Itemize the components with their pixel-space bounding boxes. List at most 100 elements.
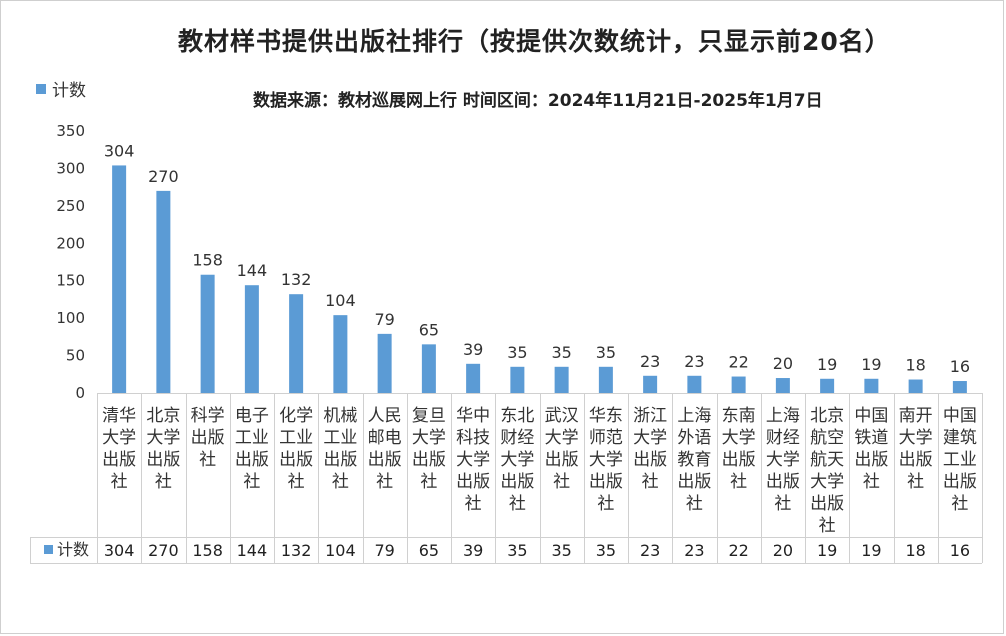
y-tick-label: 0 (75, 384, 85, 402)
category-label: 社 (465, 494, 482, 514)
category-label: 社 (642, 472, 659, 492)
category-label: 大学 (810, 472, 844, 492)
category-label: 出版 (677, 472, 711, 492)
data-label: 19 (861, 355, 881, 374)
category-label: 大学 (633, 428, 667, 448)
table-value: 104 (325, 541, 356, 560)
bar (598, 366, 613, 393)
data-label: 79 (374, 310, 394, 329)
category-label: 社 (597, 494, 614, 514)
legend-swatch (36, 83, 46, 94)
category-label: 东南 (722, 406, 756, 426)
bar (643, 375, 658, 393)
bar (775, 378, 790, 393)
category-label: 大学 (899, 428, 933, 448)
category-label: 南开 (899, 406, 933, 426)
data-label: 16 (950, 357, 970, 376)
table-legend-swatch (44, 545, 53, 554)
category-label: 大学 (456, 450, 490, 470)
category-label: 大学 (412, 428, 446, 448)
data-label: 23 (684, 352, 704, 371)
category-label: 工业 (235, 428, 269, 448)
y-tick-label: 300 (56, 159, 85, 177)
category-label: 出版 (943, 472, 977, 492)
category-label: 出版 (412, 450, 446, 470)
table-value: 79 (374, 541, 394, 560)
legend: 计数 (36, 76, 86, 101)
category-label: 华东 (589, 406, 623, 426)
bar (421, 344, 436, 393)
bar (289, 294, 304, 393)
category-label: 社 (243, 472, 260, 492)
category-label: 工业 (279, 428, 313, 448)
category-label: 武汉 (545, 406, 579, 426)
table-value: 19 (861, 541, 881, 560)
category-label: 中国 (854, 406, 888, 426)
bar (244, 285, 259, 393)
category-label: 大学 (102, 428, 136, 448)
category-label: 出版 (146, 450, 180, 470)
y-axis: 0 50 100 150 200 250 300 350 (56, 122, 85, 402)
category-label: 师范 (589, 428, 623, 448)
table-value: 35 (551, 541, 571, 560)
data-label: 304 (104, 141, 135, 160)
table-value: 16 (950, 541, 970, 560)
table-value: 22 (728, 541, 748, 560)
bar (112, 165, 127, 393)
table-value: 35 (596, 541, 616, 560)
category-label: 铁道 (854, 428, 888, 448)
category-label: 出版 (854, 450, 888, 470)
bars (112, 165, 967, 393)
category-label: 航空 (810, 428, 844, 448)
category-label: 社 (509, 494, 526, 514)
category-label: 华中 (456, 406, 490, 426)
table-value: 158 (192, 541, 223, 560)
data-label: 35 (551, 343, 571, 362)
category-label: 大学 (545, 428, 579, 448)
category-label: 社 (730, 472, 747, 492)
category-label: 大学 (722, 428, 756, 448)
category-label: 社 (863, 472, 880, 492)
category-label: 社 (111, 472, 128, 492)
category-label: 社 (774, 494, 791, 514)
data-labels: 304 270 158 144 132 104 79 65 39 35 35 35 23 23 22 20 19… (104, 141, 970, 376)
data-label: 39 (463, 340, 483, 359)
category-label: 机械 (323, 406, 357, 426)
category-label: 教育 (677, 450, 711, 470)
category-label: 航天 (810, 450, 844, 470)
data-label: 35 (596, 343, 616, 362)
category-label: 社 (155, 472, 172, 492)
category-label: 科技 (456, 428, 490, 448)
category-label: 出版 (899, 450, 933, 470)
table-value: 144 (237, 541, 268, 560)
category-label: 建筑 (943, 428, 977, 448)
table-value: 23 (640, 541, 660, 560)
table-value: 18 (905, 541, 925, 560)
table-value: 132 (281, 541, 312, 560)
data-label: 158 (192, 251, 223, 270)
data-label: 20 (773, 354, 793, 373)
bar (952, 381, 967, 393)
table-value: 23 (684, 541, 704, 560)
chart-subtitle: 数据来源：教材巡展网上行 时间区间：2024年11月21日-2025年1月7日 (253, 91, 823, 111)
data-label: 270 (148, 167, 179, 186)
bar (333, 315, 348, 393)
category-label: 财经 (766, 428, 800, 448)
category-label: 北京 (810, 406, 844, 426)
y-tick-label: 150 (56, 272, 85, 290)
category-label: 中国 (943, 406, 977, 426)
category-label: 出版 (323, 450, 357, 470)
category-label: 社 (553, 472, 570, 492)
category-label: 上海 (766, 406, 800, 426)
category-label: 社 (332, 472, 349, 492)
category-label: 清华 (102, 406, 136, 426)
table-value: 65 (419, 541, 439, 560)
category-label: 人民 (368, 406, 402, 426)
category-label: 出版 (500, 472, 534, 492)
category-label: 工业 (943, 450, 977, 470)
table-series-label: 计数 (57, 540, 89, 559)
category-label: 大学 (146, 428, 180, 448)
data-label: 65 (419, 320, 439, 339)
category-label: 出版 (766, 472, 800, 492)
